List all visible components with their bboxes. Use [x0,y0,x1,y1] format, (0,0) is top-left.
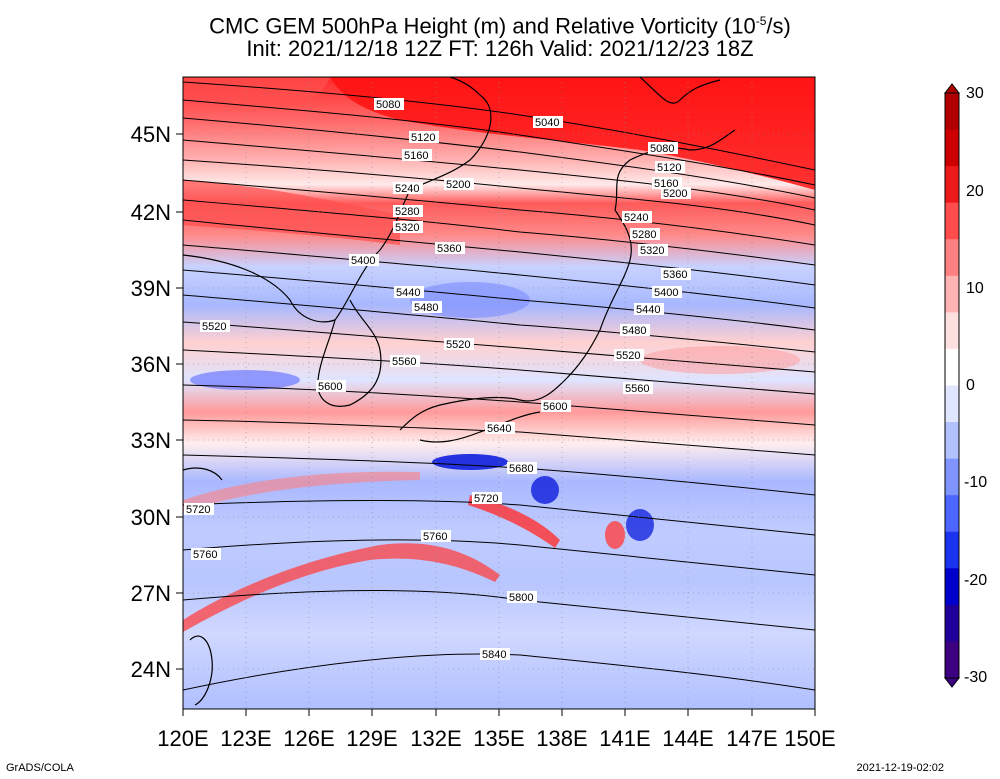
colorbar-swatch [945,458,959,496]
colorbar-swatch [945,312,959,350]
contour-label: 5560 [392,356,416,368]
contour-label: 5360 [437,243,461,255]
lat-label: 30N [131,505,171,530]
lon-label: 135E [473,726,524,751]
lat-label: 45N [131,122,171,147]
colorbar-label: 0 [966,377,975,394]
contour-label: 5400 [654,287,678,299]
lat-label: 27N [131,581,171,606]
lon-label: 132E [410,726,461,751]
contour-label: 5760 [423,531,447,543]
contour-label: 5200 [663,188,687,200]
colorbar-swatch [945,531,959,569]
lon-label: 141E [599,726,650,751]
high-vorticity-region [330,77,815,190]
contour-label: 5400 [351,255,375,267]
contour-label: 5040 [535,117,559,129]
colorbar-swatch [945,239,959,277]
lon-label: 129E [346,726,397,751]
colorbar-swatch [945,166,959,204]
colorbar-swatch [945,93,959,131]
colorbar-label: -30 [964,669,987,686]
colorbar-label: 30 [966,85,984,102]
contour-label: 5720 [474,493,498,505]
contour-label: 5520 [446,339,470,351]
contour-label: 5160 [404,150,428,162]
contour-label: 5440 [636,304,660,316]
chart-title-line2: Init: 2021/12/18 12Z FT: 126h Valid: 202… [246,36,754,61]
colorbar-min-arrow [943,677,961,688]
footer-timestamp: 2021-12-19-02:02 [856,762,944,774]
contour-label: 5240 [624,212,648,224]
contour-label: 5800 [509,592,533,604]
lon-label: 147E [726,726,777,751]
graticule [183,77,815,709]
contour-label: 5080 [650,143,674,155]
colorbar-swatch [945,568,959,606]
contour-label: 5200 [446,179,470,191]
colorbar-swatch [945,495,959,533]
contour-label: 5320 [640,245,664,257]
contour-label: 5280 [632,229,656,241]
contour-labels: 5040 5080 5080 5120 5120 5160 5160 5200 … [184,98,691,661]
contour-label: 5600 [543,401,567,413]
colorbar [943,83,961,688]
contour-label: 5440 [396,287,420,299]
lat-label: 42N [131,200,171,225]
colorbar-labels: 30 20 10 0 -10 -20 -30 [964,85,987,686]
contour-label: 5640 [487,423,511,435]
lon-label: 138E [536,726,587,751]
colorbar-max-arrow [943,83,961,94]
contour-label: 5840 [482,649,506,661]
contour-label: 5480 [414,302,438,314]
lon-label: 120E [157,726,208,751]
longitude-labels: 120E 123E 126E 129E 132E 135E 138E 141E … [157,726,835,751]
contour-label: 5240 [395,183,419,195]
contour-label: 5760 [193,549,217,561]
colorbar-swatch [945,385,959,423]
lat-label: 39N [131,276,171,301]
colorbar-swatch [945,348,959,386]
contour-label: 5600 [318,381,342,393]
contour-label: 5720 [186,504,210,516]
colorbar-swatch [945,275,959,313]
colorbar-swatch [945,604,959,642]
colorbar-label: -10 [964,474,987,491]
chart-title-line1: CMC GEM 500hPa Height (m) and Relative V… [209,13,791,39]
contour-label: 5680 [509,463,533,475]
contour-label: 5320 [395,222,419,234]
contour-label: 5080 [376,99,400,111]
colorbar-label: -20 [964,572,987,589]
colorbar-label: 20 [966,183,984,200]
contour-label: 5520 [616,350,640,362]
contour-label: 5120 [657,162,681,174]
lat-label: 33N [131,428,171,453]
lon-label: 144E [662,726,713,751]
lon-label: 123E [220,726,271,751]
height-contours [183,81,815,691]
contour-label: 5360 [663,269,687,281]
colorbar-swatch [945,129,959,167]
latitude-labels: 24N 27N 30N 33N 36N 39N 42N 45N [131,122,171,682]
lon-label: 126E [283,726,334,751]
contour-label: 5560 [625,383,649,395]
contour-label: 5480 [622,325,646,337]
colorbar-swatch [945,641,959,679]
lat-label: 24N [131,657,171,682]
colorbar-swatch [945,422,959,460]
footer-software: GrADS/COLA [6,762,74,774]
lon-label: 150E [784,726,835,751]
contour-label: 5120 [411,132,435,144]
contour-label: 5280 [395,206,419,218]
lat-label: 36N [131,352,171,377]
contour-label: 5520 [202,321,226,333]
colorbar-swatch [945,202,959,240]
colorbar-label: 10 [966,280,984,297]
colorbar-frame [944,92,960,679]
axis-ticks [176,133,816,716]
